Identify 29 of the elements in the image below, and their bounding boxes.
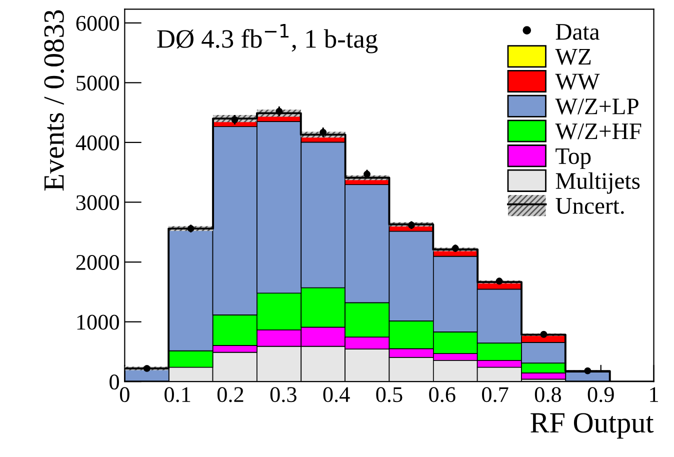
x-tick-label: 0.9 <box>588 387 614 402</box>
x-axis-title: RF Output <box>530 413 654 439</box>
y-tick-label: 5000 <box>76 76 119 91</box>
y-axis-title: Events / 0.0833 <box>44 10 64 191</box>
legend-label: W/Z+HF <box>555 123 642 140</box>
y-tick-label: 0 <box>110 374 119 390</box>
x-tick-label: 0.8 <box>534 387 562 402</box>
y-tick-label: 3000 <box>76 195 119 210</box>
legend-label: Top <box>556 148 591 169</box>
y-tick-label: 1000 <box>77 314 119 330</box>
x-tick-label: 0.7 <box>482 387 508 402</box>
x-tick-label: 0.3 <box>270 387 296 402</box>
legend-label: W/Z+LP <box>555 98 638 115</box>
legend-label: Uncert. <box>556 198 624 214</box>
x-tick-label: 0.5 <box>376 387 402 402</box>
annotation: DØ 4.3 fb$^{−1}$, 1 b-tag <box>157 24 378 54</box>
x-tick-label: 0.2 <box>217 387 244 402</box>
x-tick-label: 0.6 <box>429 387 456 402</box>
legend-label: WZ <box>555 49 591 65</box>
x-tick-label: 1 <box>650 387 658 402</box>
legend-label: WW <box>555 74 600 90</box>
x-tick-label: 0.1 <box>164 387 190 402</box>
y-tick-label: 6000 <box>76 16 119 31</box>
y-tick-label: 2000 <box>76 254 119 270</box>
x-tick-label: 0.4 <box>323 387 350 402</box>
legend-label: Data <box>556 24 600 40</box>
legend-label: Multijets <box>556 172 640 194</box>
y-tick-label: 4000 <box>76 135 119 150</box>
x-tick-label: 0 <box>120 387 130 402</box>
